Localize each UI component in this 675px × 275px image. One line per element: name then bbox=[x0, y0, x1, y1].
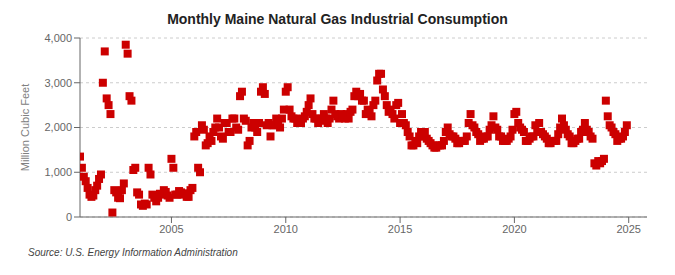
svg-text:2005: 2005 bbox=[159, 223, 183, 235]
svg-text:2025: 2025 bbox=[616, 223, 640, 235]
svg-text:4,000: 4,000 bbox=[44, 32, 72, 44]
html-text:Monthly Maine Natural Gas Indu: Monthly Maine Natural Gas Industrial Con… bbox=[167, 11, 508, 27]
svg-text:2020: 2020 bbox=[502, 223, 526, 235]
svg-text:3,000: 3,000 bbox=[44, 77, 72, 89]
svg-text:2,000: 2,000 bbox=[44, 121, 72, 133]
html-text:Source: U.S. Energy Informatio: Source: U.S. Energy Information Administ… bbox=[28, 247, 238, 258]
svg-text:Million Cubic Feet: Million Cubic Feet bbox=[19, 84, 31, 171]
svg-text:2015: 2015 bbox=[388, 223, 412, 235]
svg-text:1,000: 1,000 bbox=[44, 166, 72, 178]
svg-text:0: 0 bbox=[66, 211, 72, 223]
svg-text:2010: 2010 bbox=[274, 223, 298, 235]
